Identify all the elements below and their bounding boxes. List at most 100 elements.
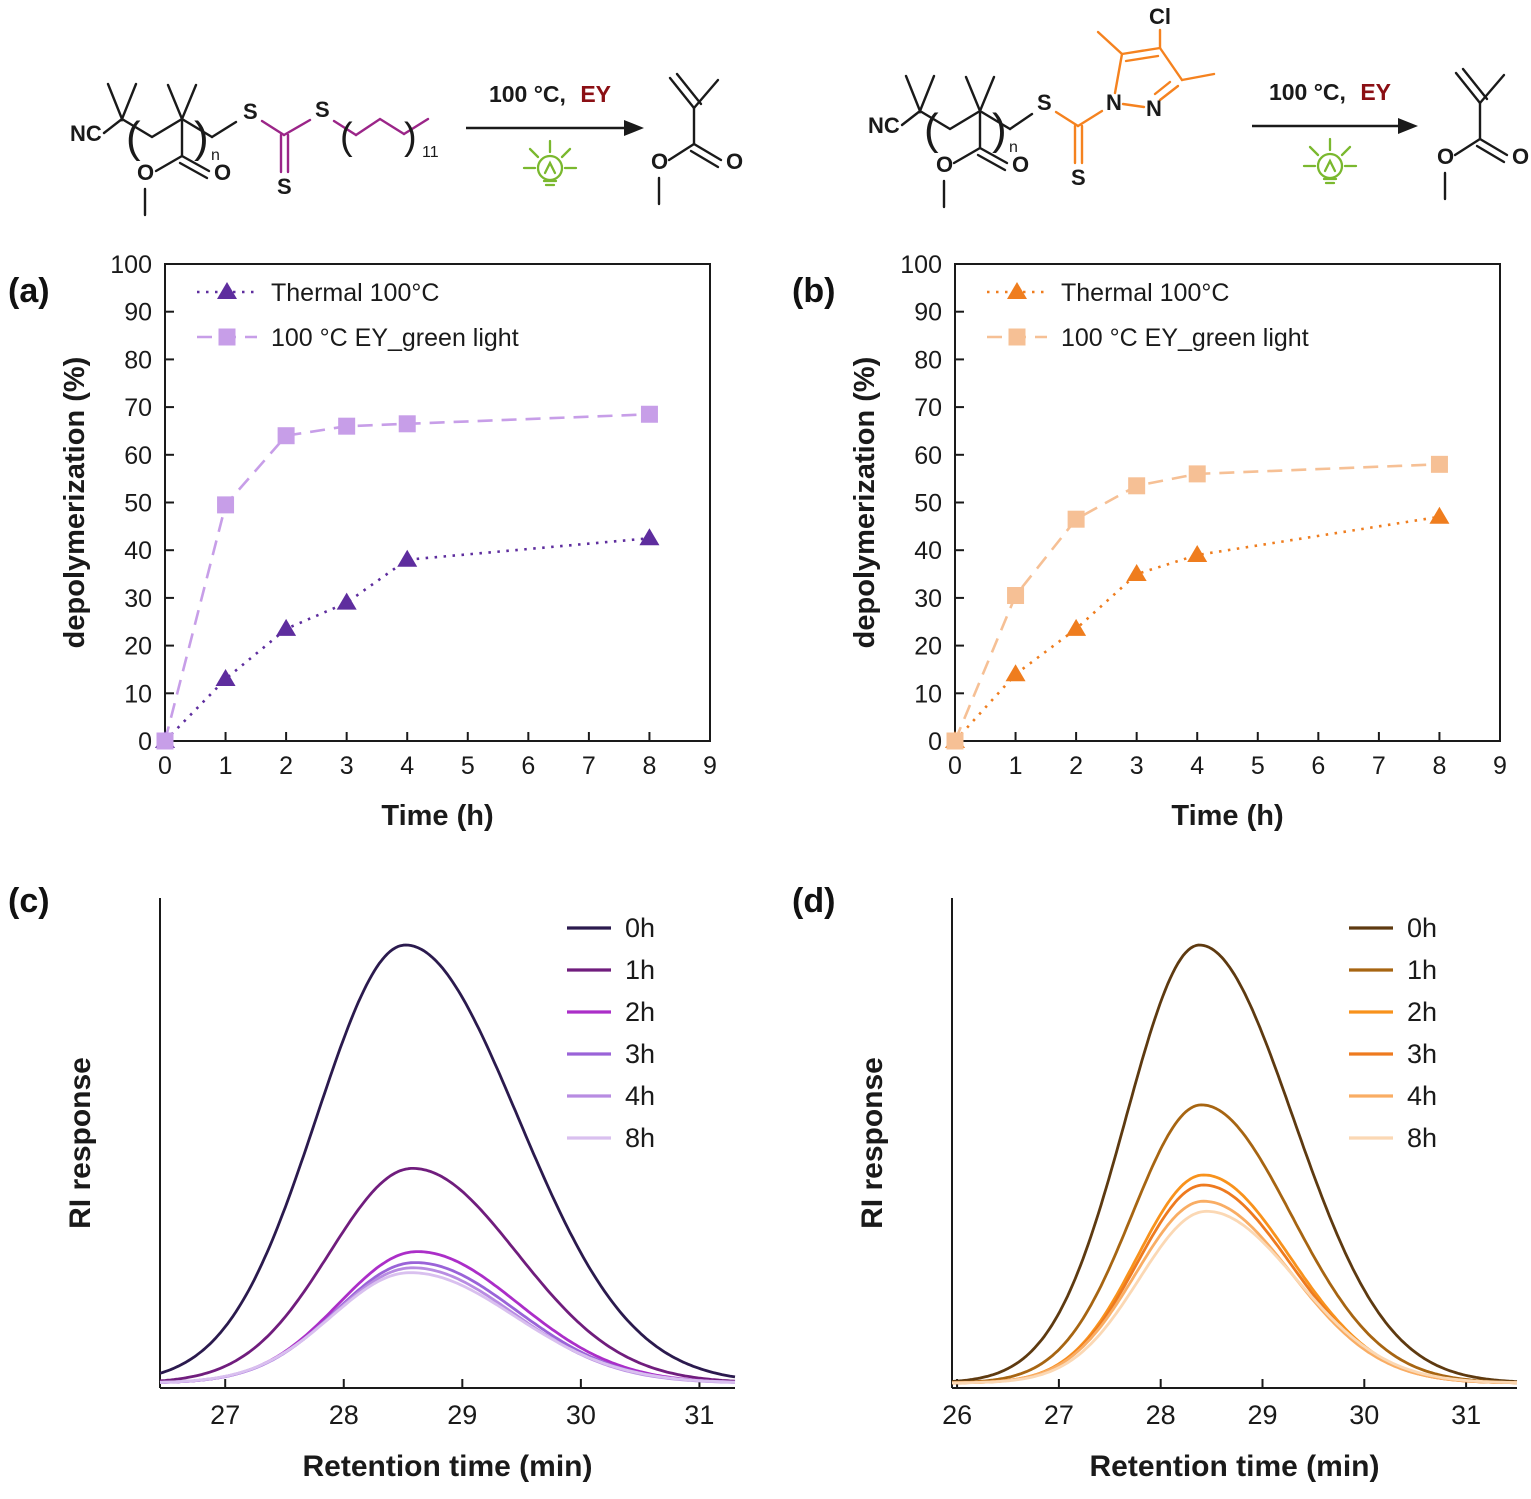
- data-point: [640, 405, 658, 423]
- x-axis: 27 28 29 30 31 Retention time (min): [210, 1379, 714, 1483]
- x-tick-label: 28: [1146, 1400, 1176, 1430]
- legend-label: 2h: [1407, 997, 1437, 1027]
- legend-label: 8h: [1407, 1123, 1437, 1153]
- y-tick-label: 30: [124, 585, 152, 613]
- reaction-arrow: [1252, 118, 1418, 134]
- data-point: [277, 427, 295, 445]
- open-paren: (: [126, 113, 141, 162]
- data-point: [338, 417, 356, 435]
- legend-label: 3h: [1407, 1039, 1437, 1069]
- panel-a-chart: 0 1 2 3 4 5 6 7 8 9 Time (h) 0 10 20 30 40 50 60 70 80 90 100…: [59, 251, 717, 832]
- y-tick-label: 60: [914, 442, 942, 470]
- data-point: [215, 668, 236, 686]
- pyrazole-ring: [1096, 28, 1216, 109]
- chain-repeat-subscript: 11: [422, 144, 439, 161]
- x-axis: 0 1 2 3 4 5 6 7 8 9 Time (h): [948, 732, 1507, 832]
- legend-label: 100 °C EY_green light: [271, 324, 519, 352]
- x-tick-label: 7: [1372, 752, 1386, 780]
- x-tick-label: 6: [1311, 752, 1325, 780]
- legend-label: 4h: [625, 1081, 655, 1111]
- data-point: [276, 618, 297, 636]
- y-tick-label: 80: [914, 346, 942, 374]
- x-tick-label: 31: [1451, 1400, 1481, 1430]
- x-tick-label: 4: [1190, 752, 1204, 780]
- y-tick-label: 90: [124, 299, 152, 327]
- s1-label: S: [1037, 90, 1052, 115]
- x-tick-label: 0: [158, 752, 172, 780]
- ring-n2-label: N: [1146, 96, 1162, 121]
- data-point: [218, 328, 236, 346]
- n-subscript: n: [1009, 139, 1018, 156]
- y-tick-label: 0: [928, 728, 942, 756]
- polymer-backbone: [900, 74, 1034, 209]
- data-point: [639, 528, 660, 546]
- curve-0h: [951, 943, 1518, 1383]
- y-tick-label: 20: [124, 633, 152, 661]
- monomer-product: [657, 72, 723, 206]
- curve-0h: [159, 943, 736, 1379]
- y-tick-label: 20: [914, 633, 942, 661]
- x-axis-title: Time (h): [381, 800, 493, 832]
- series-100 °C EY_green light: [156, 405, 658, 750]
- data-point: [217, 496, 235, 514]
- series-100 °C EY_green light: [946, 455, 1448, 750]
- y-tick-label: 10: [124, 680, 152, 708]
- x-tick-label: 30: [566, 1400, 596, 1430]
- legend-label: 0h: [625, 913, 655, 943]
- data-point: [1187, 544, 1208, 562]
- curve-1h: [159, 1167, 736, 1383]
- legend-label: 4h: [1407, 1081, 1437, 1111]
- nc-label: NC: [868, 113, 900, 138]
- reaction-scheme-right: NC ( ) n O O S S N N Cl 100: [868, 4, 1529, 209]
- dithiocarbamate-group: [1054, 109, 1104, 165]
- legend-label: 100 °C EY_green light: [1061, 324, 1309, 352]
- panel-label-a: (a): [8, 272, 50, 310]
- trithiocarbonate-group: [260, 117, 430, 174]
- product-o-ester: O: [1437, 144, 1454, 169]
- x-tick-label: 30: [1349, 1400, 1379, 1430]
- conditions-catalyst: EY: [1360, 79, 1391, 105]
- x-tick-label: 4: [400, 752, 414, 780]
- y-axis-title: RI response: [64, 1057, 97, 1229]
- y-tick-label: 40: [124, 537, 152, 565]
- close-paren: ): [194, 113, 209, 162]
- curve-8h: [951, 1209, 1518, 1385]
- green-light-icon: [1302, 137, 1358, 185]
- product-o-carbonyl: O: [726, 149, 743, 174]
- data-point: [1067, 510, 1085, 528]
- data-point: [1008, 328, 1026, 346]
- y-tick-label: 60: [124, 442, 152, 470]
- data-point: [336, 592, 357, 610]
- x-tick-label: 26: [942, 1400, 972, 1430]
- x-axis-title: Time (h): [1171, 800, 1283, 832]
- panel-label-c: (c): [8, 882, 50, 920]
- curve-2h: [952, 1173, 1517, 1385]
- curve-3h: [951, 1183, 1517, 1385]
- x-tick-label: 2: [1069, 752, 1083, 780]
- x-tick-label: 5: [461, 752, 475, 780]
- legend-label: Thermal 100°C: [271, 279, 439, 307]
- series-Thermal 100°C: [155, 528, 660, 748]
- data-point: [1007, 282, 1027, 299]
- panel-b-chart: 0 1 2 3 4 5 6 7 8 9 Time (h) 0 10 20 30 40 50 60 70 80 90 100…: [849, 251, 1507, 832]
- reaction-scheme-left: NC ( ) n O O S S S ( ) 11 100 °C, EY: [70, 72, 743, 217]
- product-o-ester: O: [651, 149, 668, 174]
- y-tick-label: 50: [124, 490, 152, 518]
- x-tick-label: 3: [340, 752, 354, 780]
- x-tick-label: 31: [684, 1400, 714, 1430]
- polymer-backbone: [102, 82, 238, 217]
- x-tick-label: 3: [1130, 752, 1144, 780]
- ester-o-carbonyl: O: [214, 160, 231, 185]
- x-tick-label: 27: [210, 1400, 240, 1430]
- legend-label: 3h: [625, 1039, 655, 1069]
- x-tick-label: 9: [1493, 752, 1507, 780]
- data-point: [1126, 564, 1147, 582]
- legend: Thermal 100°C 100 °C EY_green light: [197, 279, 519, 352]
- x-axis-title: Retention time (min): [1090, 1450, 1380, 1483]
- ring-n1-label: N: [1106, 90, 1122, 115]
- y-tick-label: 0: [138, 728, 152, 756]
- x-axis-title: Retention time (min): [303, 1450, 593, 1483]
- y-tick-label: 70: [914, 394, 942, 422]
- panel-label-d: (d): [792, 882, 836, 920]
